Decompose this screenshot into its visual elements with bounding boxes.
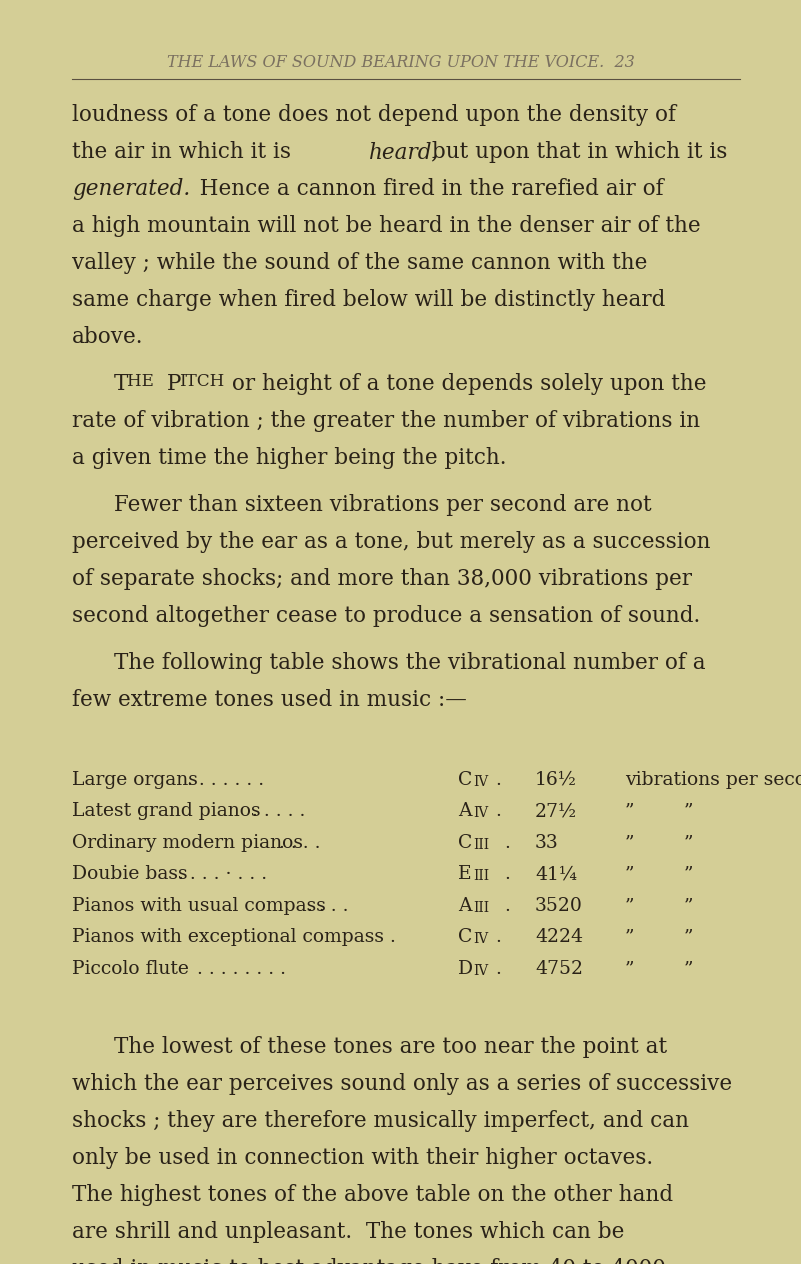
Text: same charge when fired below will be distinctly heard: same charge when fired below will be dis… <box>72 289 666 311</box>
Text: but upon that in which it is: but upon that in which it is <box>425 142 727 163</box>
Text: The highest tones of the above table on the other hand: The highest tones of the above table on … <box>72 1184 673 1207</box>
Text: C: C <box>458 771 473 789</box>
Text: A: A <box>458 897 472 915</box>
Text: . . . .: . . . . <box>280 834 321 852</box>
Text: Piccolo flute: Piccolo flute <box>72 959 189 978</box>
Text: HE: HE <box>127 373 159 391</box>
Text: ”: ” <box>625 897 634 915</box>
Text: rate of vibration ; the greater the number of vibrations in: rate of vibration ; the greater the numb… <box>72 410 700 432</box>
Text: III: III <box>473 901 489 915</box>
Text: IV: IV <box>473 775 489 789</box>
Text: . . . . . . .: . . . . . . . <box>187 771 264 789</box>
Text: only be used in connection with their higher octaves.: only be used in connection with their hi… <box>72 1148 653 1169</box>
Text: A: A <box>458 803 472 820</box>
Text: Fewer than sixteen vibrations per second are not: Fewer than sixteen vibrations per second… <box>114 494 652 516</box>
Text: second altogether cease to produce a sensation of sound.: second altogether cease to produce a sen… <box>72 605 700 627</box>
Text: Pianos with exceptional compass .: Pianos with exceptional compass . <box>72 929 396 947</box>
Text: a given time the higher being the pitch.: a given time the higher being the pitch. <box>72 447 506 469</box>
Text: .: . <box>504 834 510 852</box>
Text: which the ear perceives sound only as a series of successive: which the ear perceives sound only as a … <box>72 1073 732 1096</box>
Text: are shrill and unpleasant.  The tones which can be: are shrill and unpleasant. The tones whi… <box>72 1221 624 1244</box>
Text: a high mountain will not be heard in the denser air of the: a high mountain will not be heard in the… <box>72 215 701 238</box>
Text: ”: ” <box>684 897 694 915</box>
Text: Large organs: Large organs <box>72 771 198 789</box>
Text: E: E <box>458 866 472 884</box>
Text: .: . <box>496 959 501 978</box>
Text: .: . <box>496 771 501 789</box>
Text: . . . .: . . . . <box>307 897 348 915</box>
Text: 3520: 3520 <box>535 897 583 915</box>
Text: shocks ; they are therefore musically imperfect, and can: shocks ; they are therefore musically im… <box>72 1111 689 1133</box>
Text: valley ; while the sound of the same cannon with the: valley ; while the sound of the same can… <box>72 252 647 274</box>
Text: 16½: 16½ <box>535 771 577 789</box>
Text: P: P <box>167 373 181 394</box>
Text: IV: IV <box>473 933 489 947</box>
Text: ”: ” <box>684 959 694 978</box>
Text: .: . <box>496 803 501 820</box>
Text: ”: ” <box>684 929 694 947</box>
Text: heard,: heard, <box>369 142 440 163</box>
Text: .: . <box>504 866 510 884</box>
Text: the air in which it is: the air in which it is <box>72 142 298 163</box>
Text: 41¼: 41¼ <box>535 866 577 884</box>
Text: C: C <box>458 834 473 852</box>
Text: The following table shows the vibrational number of a: The following table shows the vibrationa… <box>114 652 706 674</box>
Text: .: . <box>496 929 501 947</box>
Text: Ordinary modern pianos: Ordinary modern pianos <box>72 834 303 852</box>
Text: THE LAWS OF SOUND BEARING UPON THE VOICE.  23: THE LAWS OF SOUND BEARING UPON THE VOICE… <box>167 54 634 71</box>
Text: or height of a tone depends solely upon the: or height of a tone depends solely upon … <box>225 373 706 394</box>
Text: IV: IV <box>473 964 489 978</box>
Text: III: III <box>473 838 489 852</box>
Text: 4224: 4224 <box>535 929 583 947</box>
Text: . . . . . . . .: . . . . . . . . <box>196 959 286 978</box>
Text: 27½: 27½ <box>535 803 578 820</box>
Text: D: D <box>458 959 473 978</box>
Text: of separate shocks; and more than 38,000 vibrations per: of separate shocks; and more than 38,000… <box>72 568 692 590</box>
Text: .: . <box>504 897 510 915</box>
Text: IV: IV <box>473 806 489 820</box>
Text: ”: ” <box>684 803 694 820</box>
Text: ”: ” <box>625 929 634 947</box>
Text: few extreme tones used in music :—: few extreme tones used in music :— <box>72 689 467 710</box>
Text: generated.: generated. <box>72 178 191 200</box>
Text: III: III <box>473 870 489 884</box>
Text: perceived by the ear as a tone, but merely as a succession: perceived by the ear as a tone, but mere… <box>72 531 710 552</box>
Text: Latest grand pianos: Latest grand pianos <box>72 803 260 820</box>
Text: above.: above. <box>72 326 143 348</box>
Text: ”: ” <box>625 803 634 820</box>
Text: 33: 33 <box>535 834 559 852</box>
Text: . . . . .: . . . . . <box>252 803 305 820</box>
Text: C: C <box>458 929 473 947</box>
Text: The lowest of these tones are too near the point at: The lowest of these tones are too near t… <box>114 1036 667 1058</box>
Text: . . . . · . . .: . . . . · . . . <box>178 866 268 884</box>
Text: ITCH: ITCH <box>179 373 224 391</box>
Text: vibrations per second.: vibrations per second. <box>625 771 801 789</box>
Text: T: T <box>114 373 128 394</box>
Text: ”: ” <box>684 866 694 884</box>
Text: Hence a cannon fired in the rarefied air of: Hence a cannon fired in the rarefied air… <box>186 178 663 200</box>
Text: ”: ” <box>625 866 634 884</box>
Text: used in music to best advantage have from 40 to 4000: used in music to best advantage have fro… <box>72 1259 666 1264</box>
Text: 4752: 4752 <box>535 959 583 978</box>
Text: loudness of a tone does not depend upon the density of: loudness of a tone does not depend upon … <box>72 104 676 126</box>
Text: ”: ” <box>625 959 634 978</box>
Text: ”: ” <box>684 834 694 852</box>
Text: Doubie bass: Doubie bass <box>72 866 187 884</box>
Text: Pianos with usual compass: Pianos with usual compass <box>72 897 326 915</box>
Text: ”: ” <box>625 834 634 852</box>
